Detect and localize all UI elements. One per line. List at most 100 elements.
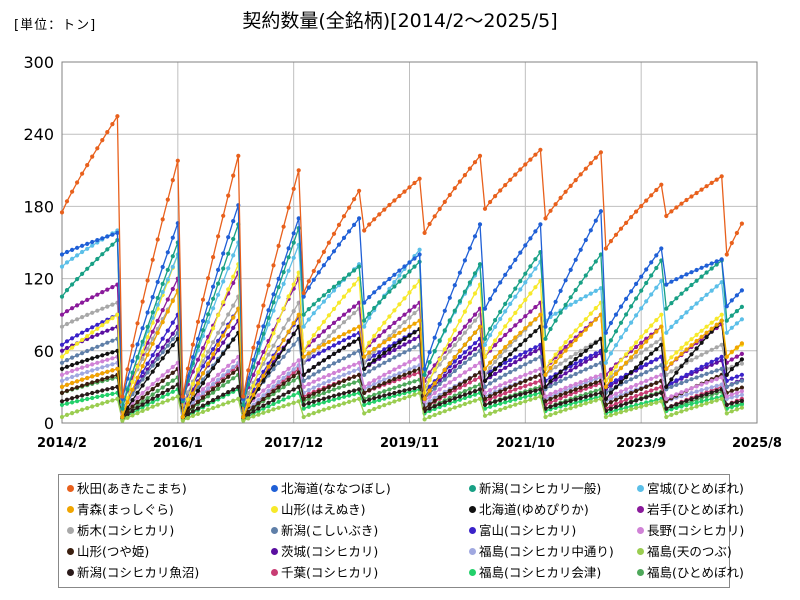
data-point: [331, 397, 337, 402]
data-point: [503, 345, 508, 350]
data-point: [442, 367, 447, 372]
data-point: [367, 362, 372, 367]
data-point: [145, 376, 150, 381]
data-point: [321, 338, 326, 344]
data-point: [553, 381, 558, 386]
data-point: [100, 323, 105, 328]
data-point: [644, 280, 649, 286]
data-point: [382, 360, 387, 365]
data-point: [352, 362, 357, 367]
data-point: [437, 374, 442, 379]
data-point: [618, 389, 624, 394]
data-point: [447, 388, 452, 393]
data-point: [306, 307, 311, 312]
data-point: [336, 316, 342, 321]
data-point: [699, 265, 704, 270]
data-point: [644, 403, 649, 408]
data-point: [271, 407, 276, 412]
data-point: [613, 364, 619, 369]
data-point: [613, 405, 619, 410]
data-point: [336, 368, 342, 373]
data-point: [95, 389, 100, 394]
data-point: [377, 390, 382, 396]
data-point: [503, 405, 508, 411]
data-point: [442, 400, 447, 405]
data-point: [573, 381, 578, 387]
data-point: [95, 292, 100, 297]
data-point: [417, 176, 422, 181]
data-point: [130, 408, 135, 413]
data-point: [382, 396, 387, 401]
data-point: [261, 303, 266, 308]
data-point: [508, 398, 513, 403]
data-point: [372, 399, 377, 404]
data-point: [195, 357, 201, 362]
data-point: [477, 153, 483, 158]
data-point: [709, 370, 714, 375]
data-point: [336, 222, 342, 227]
data-point: [432, 395, 437, 400]
data-point: [563, 340, 568, 345]
data-point: [573, 356, 578, 362]
data-point: [508, 294, 513, 299]
data-point: [216, 348, 221, 353]
data-point: [699, 274, 704, 279]
data-point: [729, 325, 734, 330]
legend-marker-icon: [67, 506, 74, 513]
data-point: [634, 365, 639, 370]
data-point: [100, 359, 105, 364]
data-point: [498, 331, 503, 336]
data-point: [568, 389, 573, 394]
data-point: [634, 313, 639, 318]
data-point: [508, 389, 513, 394]
data-point: [155, 362, 160, 367]
data-point: [115, 366, 120, 371]
data-point: [563, 189, 568, 194]
data-point: [634, 209, 639, 214]
data-point: [482, 336, 488, 341]
data-point: [160, 400, 165, 405]
data-point: [593, 317, 598, 322]
data-point: [216, 234, 221, 239]
data-point: [503, 309, 508, 314]
data-point: [417, 390, 422, 395]
data-point: [261, 349, 266, 355]
data-point: [336, 348, 342, 353]
data-point: [689, 391, 694, 396]
legend-item: 北海道(ゆめぴりか): [469, 501, 589, 519]
data-point: [568, 392, 573, 397]
data-point: [155, 279, 160, 285]
data-point: [568, 343, 573, 348]
data-point: [649, 343, 654, 348]
data-point: [150, 396, 155, 401]
data-point: [508, 358, 513, 363]
data-point: [281, 261, 286, 266]
data-point: [644, 395, 649, 400]
data-point: [437, 357, 442, 362]
data-point: [326, 313, 331, 318]
data-point: [447, 349, 452, 354]
data-point: [432, 381, 437, 386]
data-point: [488, 346, 493, 351]
data-point: [739, 398, 745, 403]
data-point: [739, 317, 745, 322]
data-point: [382, 347, 387, 352]
series-line: [61, 331, 743, 414]
data-point: [639, 274, 644, 279]
data-point: [684, 347, 689, 352]
data-point: [739, 341, 745, 346]
data-point: [387, 358, 392, 363]
data-point: [226, 324, 231, 329]
data-point: [548, 311, 553, 316]
data-point: [251, 392, 256, 397]
data-point: [634, 388, 639, 394]
data-point: [669, 361, 674, 366]
data-point: [70, 400, 75, 405]
data-point: [145, 361, 150, 366]
data-point: [135, 395, 140, 400]
data-point: [452, 376, 457, 382]
data-point: [347, 364, 352, 369]
data-point: [674, 392, 679, 397]
data-point: [669, 355, 674, 360]
data-point: [613, 329, 619, 334]
